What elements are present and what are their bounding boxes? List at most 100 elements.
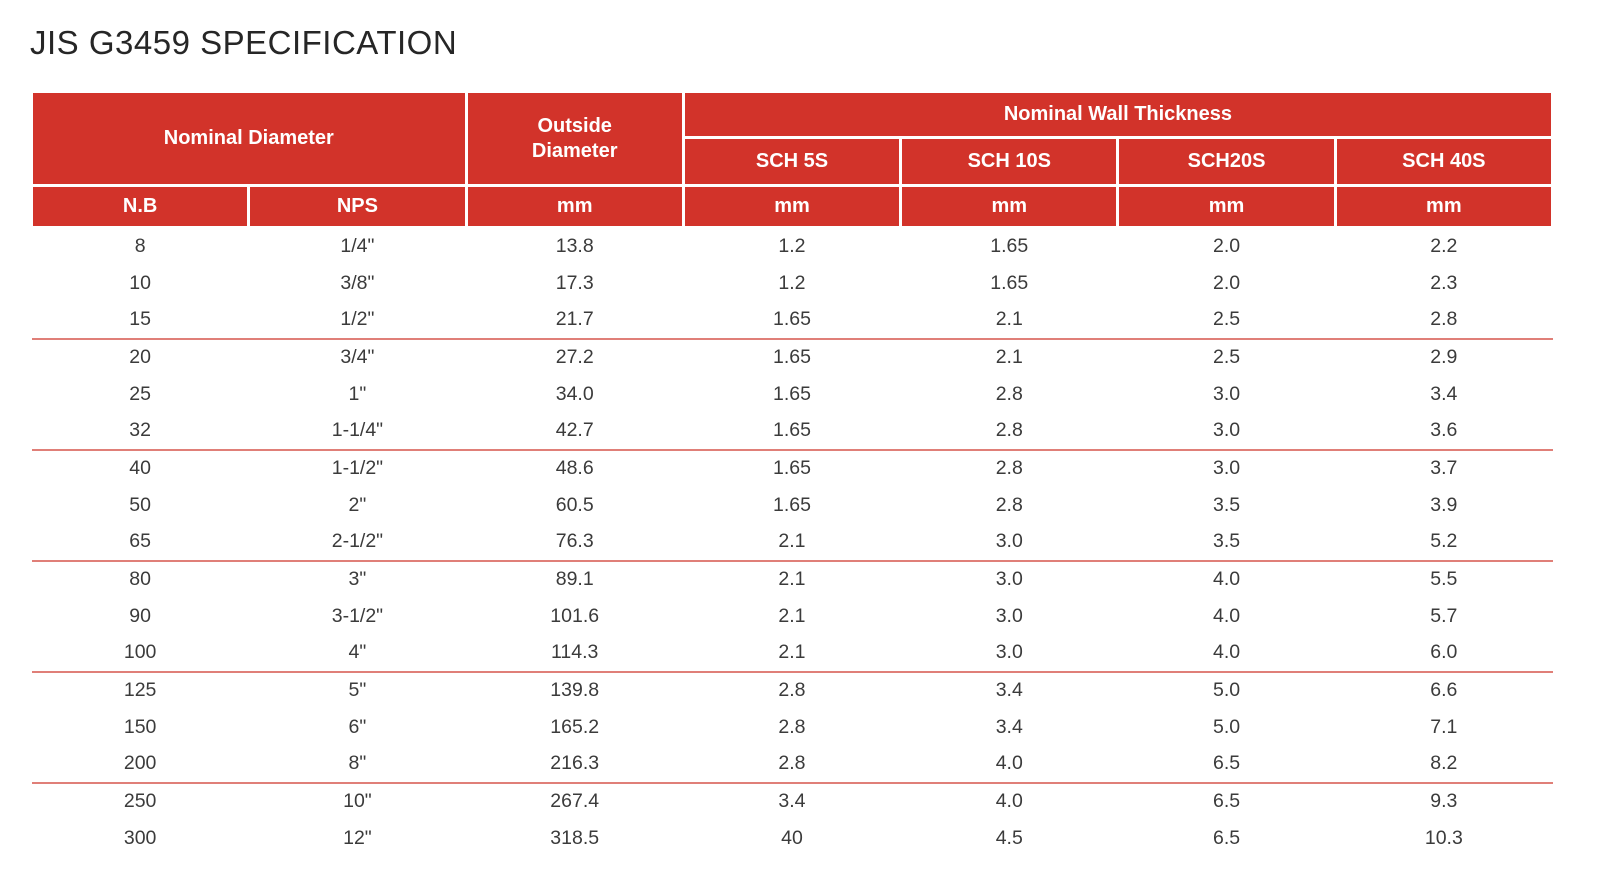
- table-cell: 76.3: [466, 523, 684, 562]
- header-unit-col-5: mm: [899, 184, 1120, 229]
- table-cell: 3.9: [1430, 493, 1458, 516]
- header-row-top: Nominal Diameter Outside Diameter Nomina…: [30, 90, 1555, 187]
- table-cell: 4.0: [995, 790, 1023, 812]
- table-cell: 300: [123, 826, 157, 849]
- table-cell: 3.0: [995, 568, 1023, 590]
- table-cell: 3.0: [995, 604, 1023, 627]
- table-cell: 10.3: [1424, 826, 1463, 849]
- table-cell: 318.5: [550, 826, 600, 849]
- page-title: JIS G3459 SPECIFICATION: [30, 24, 458, 61]
- table-cell: 125: [123, 679, 157, 701]
- table-cell: 6.0: [1335, 634, 1553, 673]
- table-cell: 8.2: [1335, 745, 1553, 784]
- table-cell: 1/4": [340, 235, 375, 258]
- table-cell: 10": [343, 790, 372, 812]
- table-cell: 27.2: [555, 346, 594, 368]
- table-cell: 48.6: [555, 457, 594, 479]
- table-cell: 3.6: [1335, 412, 1553, 451]
- table-cell: 3.4: [778, 790, 806, 812]
- table-cell: 2.1: [683, 634, 901, 673]
- table-cell: 80: [129, 568, 151, 590]
- table-cell: 5": [348, 679, 367, 701]
- table-cell: 60.5: [555, 493, 594, 516]
- table-cell: 1.65: [990, 235, 1029, 258]
- table-cell: 3/4": [340, 346, 375, 368]
- header-sch-col-2: SCH 10S: [899, 136, 1120, 187]
- table-row: 20 3/4" 27.2 1.65 2.1 2.5 2.9: [32, 339, 1553, 376]
- table-cell: 2.2: [1430, 235, 1458, 258]
- table-cell: 3.0: [900, 634, 1118, 673]
- table-cell: 216.3: [466, 745, 684, 784]
- table-cell: 165.2: [550, 715, 600, 738]
- table-cell: 1.65: [773, 493, 811, 516]
- table-cell: 250: [123, 790, 157, 812]
- header-unit-col-6: mm: [1116, 184, 1337, 229]
- table-cell: 25: [129, 382, 151, 405]
- table-cell: 3.5: [1212, 493, 1241, 516]
- table-cell: 1.65: [683, 301, 901, 340]
- table-cell: 2.5: [1212, 346, 1241, 368]
- table-cell: 4.5: [995, 826, 1023, 849]
- table-cell: 150: [123, 715, 157, 738]
- table-cell: 2.1: [900, 301, 1118, 340]
- header-unit-row: N.B NPS mm mm mm mm mm: [29, 184, 1555, 229]
- spec-table: Nominal Diameter Outside Diameter Nomina…: [29, 90, 1555, 857]
- table-cell: 2.8: [683, 745, 901, 784]
- table-cell: 4.0: [1212, 568, 1241, 590]
- table-cell: 6.6: [1430, 679, 1458, 701]
- table-cell: 1.65: [773, 457, 811, 479]
- table-cell: 90: [129, 604, 151, 627]
- table-cell: 42.7: [466, 412, 684, 451]
- table-cell: 2.8: [1335, 301, 1553, 340]
- header-unit-col-2: NPS: [247, 184, 468, 229]
- table-cell: 10: [129, 271, 151, 294]
- table-cell: 114.3: [466, 634, 684, 673]
- header-sch-col-3: SCH20S: [1116, 136, 1337, 187]
- table-cell: 15: [31, 301, 249, 340]
- table-cell: 2.9: [1430, 346, 1458, 368]
- table-row: 50 2" 60.5 1.65 2.8 3.5 3.9: [32, 487, 1553, 524]
- table-cell: 139.8: [550, 679, 600, 701]
- table-row: 15 1/2" 21.7 1.65 2.1 2.5 2.8: [31, 301, 1553, 340]
- table-cell: 2.8: [995, 493, 1023, 516]
- table-cell: 13.8: [555, 235, 594, 258]
- table-cell: 3.0: [1212, 382, 1241, 405]
- table-cell: 3-1/2": [331, 604, 384, 627]
- table-cell: 2-1/2": [248, 523, 467, 562]
- table-cell: 4.0: [1117, 634, 1336, 673]
- table-cell: 2.8: [995, 457, 1023, 479]
- table-cell: 101.6: [550, 604, 600, 627]
- table-cell: 3": [348, 568, 367, 590]
- table-cell: 1.2: [778, 271, 806, 294]
- table-cell: 2": [348, 493, 367, 516]
- table-row: 150 6" 165.2 2.8 3.4 5.0 7.1: [32, 709, 1553, 746]
- table-cell: 1.65: [773, 346, 811, 368]
- table-cell: 2.8: [778, 715, 806, 738]
- table-cell: 4.0: [900, 745, 1118, 784]
- table-cell: 32: [31, 412, 249, 451]
- table-cell: 3.0: [900, 523, 1118, 562]
- table-cell: 3.4: [1430, 382, 1458, 405]
- table-cell: 65: [31, 523, 249, 562]
- table-cell: 12": [343, 826, 372, 849]
- table-cell: 2.1: [778, 604, 806, 627]
- table-cell: 20: [129, 346, 151, 368]
- table-cell: 8: [134, 235, 146, 258]
- table-cell: 40: [129, 457, 151, 479]
- table-cell: 2.3: [1430, 271, 1458, 294]
- table-row: 125 5" 139.8 2.8 3.4 5.0 6.6: [32, 672, 1553, 709]
- table-cell: 2.1: [778, 568, 806, 590]
- table-cell: 3.4: [995, 715, 1023, 738]
- table-cell: 9.3: [1430, 790, 1458, 812]
- table-cell: 200: [31, 745, 249, 784]
- table-cell: 89.1: [555, 568, 594, 590]
- table-cell: 2.0: [1212, 235, 1241, 258]
- table-cell: 3.0: [1117, 412, 1336, 451]
- table-cell: 1.2: [778, 235, 806, 258]
- table-cell: 1.65: [990, 271, 1029, 294]
- table-cell: 2.0: [1212, 271, 1241, 294]
- table-cell: 50: [129, 493, 151, 516]
- header-sch-col-4: SCH 40S: [1333, 136, 1555, 187]
- table-cell: 1.65: [773, 382, 811, 405]
- table-cell: 5.0: [1212, 715, 1241, 738]
